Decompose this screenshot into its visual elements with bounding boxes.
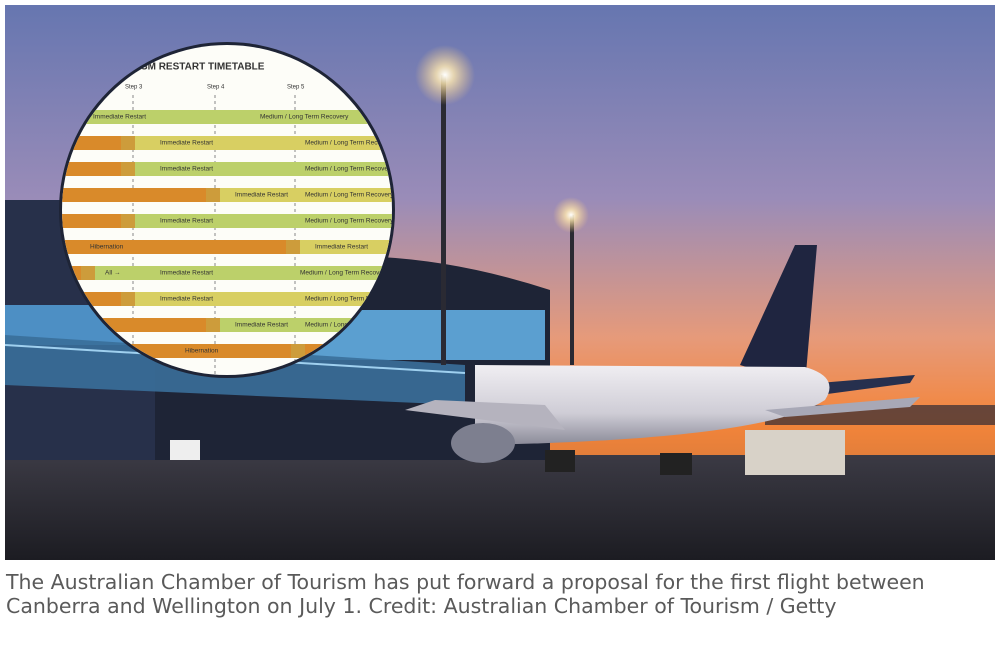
timetable-inset: D TOURISM RESTART TIMETABLE Step 3 Step 4 S… xyxy=(62,45,394,375)
photo: D TOURISM RESTART TIMETABLE Step 3 Step 4 S… xyxy=(5,5,995,560)
row-label: Immediate Restart xyxy=(235,322,288,329)
bar-fade xyxy=(121,136,135,150)
row-label: Immediate Restart xyxy=(160,166,213,173)
row-label: Hibernation xyxy=(90,244,124,251)
bar-fade xyxy=(121,162,135,176)
row-label: Immediate Restart xyxy=(160,296,213,303)
bar-recover xyxy=(95,266,392,280)
bar-fade xyxy=(121,292,135,306)
bar-hold xyxy=(62,214,135,228)
inset-title: D TOURISM RESTART TIMETABLE xyxy=(100,62,265,73)
row-label: Medium / Long Term Recovery xyxy=(305,296,394,303)
bar-fade xyxy=(286,240,300,254)
bar-fade xyxy=(121,214,135,228)
bar-recover xyxy=(300,240,392,254)
row-label: Immediate Restart xyxy=(93,114,146,121)
bar-fade xyxy=(81,266,95,280)
bar-recover xyxy=(135,214,392,228)
row-label: Immediate Restart xyxy=(315,244,368,251)
row-label: Medium / Long Term Recovery xyxy=(305,166,394,173)
row-label: Medium / Long Term Recovery xyxy=(305,218,394,225)
row-label: Hibernation xyxy=(185,348,219,355)
step-label: Step 5 xyxy=(287,85,305,91)
bar-hold xyxy=(62,136,135,150)
row-label: Medium / Long Term Recovery xyxy=(260,114,349,121)
row-label: Immediate Restart xyxy=(235,192,288,199)
row-label: Medium / Long Term Recovery xyxy=(300,270,389,277)
row-label: Immediate Restart xyxy=(160,218,213,225)
row-label: Immediate Restart xyxy=(160,270,213,277)
bar-fade xyxy=(206,188,220,202)
bar-recover xyxy=(135,162,392,176)
bar-recover xyxy=(135,292,392,306)
row-label: Immediate Restart xyxy=(160,140,213,147)
bar-recover xyxy=(135,136,392,150)
bar-recover xyxy=(85,110,392,124)
row-label: All → xyxy=(105,270,121,277)
bar-hold xyxy=(62,188,220,202)
bar-recover xyxy=(220,188,392,202)
bar-fade xyxy=(291,344,305,358)
step-label: Step 3 xyxy=(125,85,143,91)
bar-hold xyxy=(62,240,300,254)
step-label: Step 4 xyxy=(207,85,225,91)
row-label: Medium / Long Term Recovery xyxy=(305,140,394,147)
row-label: Medium / Long Term Recovery xyxy=(305,192,394,199)
caption: The Australian Chamber of Tourism has pu… xyxy=(6,570,925,618)
bar-hold xyxy=(62,162,135,176)
bar-fade xyxy=(206,318,220,332)
